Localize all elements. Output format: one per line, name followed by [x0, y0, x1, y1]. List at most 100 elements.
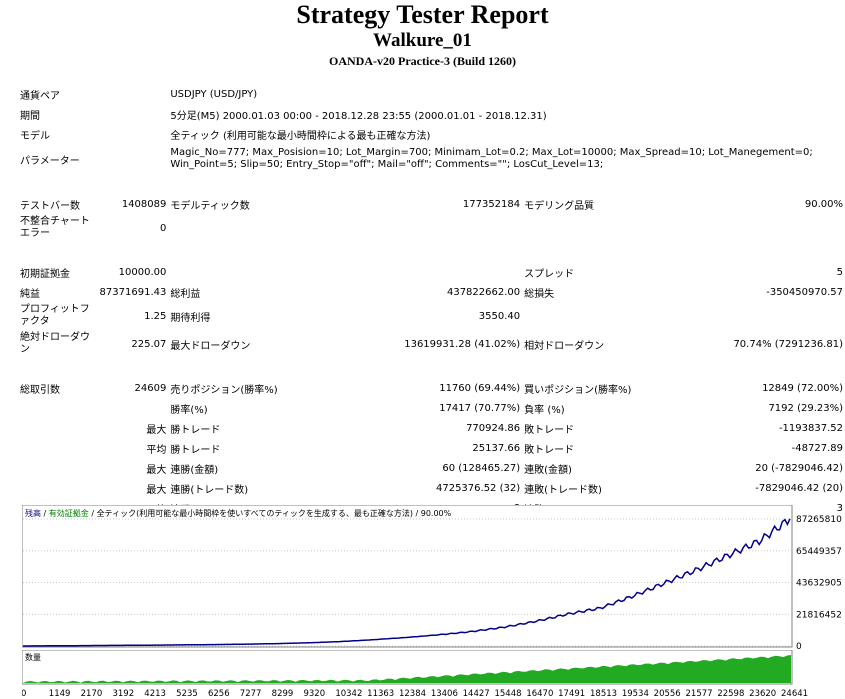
mismatch-row: 不整合チャートエラー 0 — [18, 214, 845, 242]
value: 70.74% (7291236.81) — [733, 338, 843, 350]
label: 最大ドローダウン — [170, 340, 251, 352]
value: 60 (128465.27) — [442, 462, 521, 474]
x-tick-label: 6256 — [208, 689, 230, 699]
label: モデリング品質 — [524, 200, 595, 212]
value: 87371691.43 — [99, 286, 167, 298]
x-tick-label: 22598 — [717, 689, 744, 699]
volume-chart: 数量 0 1149 2170 3192 4213 5235 6256 7277 8299 9320… — [22, 650, 808, 699]
value: 5 — [836, 266, 843, 278]
expert-name: Walkure_01 — [373, 30, 472, 51]
value: 1408089 — [121, 198, 167, 210]
consec-count-row: 最大 連勝(トレード数) 4725376.52 (32) 連敗(トレード数) -… — [18, 478, 845, 498]
x-tick-label: 1149 — [49, 689, 71, 699]
value: 90.00% — [804, 198, 843, 210]
label: 最大 — [146, 464, 167, 476]
label: 期間 — [20, 110, 40, 122]
value: 10000.00 — [118, 266, 167, 278]
pf-row: プロフィットファクタ 1.25 期待利得 3550.40 — [18, 302, 845, 330]
value: 437822662.00 — [446, 286, 521, 298]
x-tick-label: 16470 — [526, 689, 553, 699]
label: 通貨ペア — [20, 90, 60, 102]
x-tick-label: 7277 — [240, 689, 262, 699]
label: テストバー数 — [20, 200, 80, 212]
label: 買いポジション(勝率%) — [524, 384, 632, 396]
label: 敗トレード — [524, 424, 575, 436]
legend-equity: 有効証拠金 — [49, 508, 89, 518]
x-tick-label: 21577 — [686, 689, 713, 699]
label: 総損失 — [524, 288, 555, 300]
label: 総利益 — [170, 288, 201, 300]
value: 3550.40 — [478, 310, 521, 322]
x-tick-label: 5235 — [176, 689, 198, 699]
x-tick-label: 0 — [22, 689, 26, 699]
label: 連勝(金額) — [170, 464, 219, 476]
value: 24609 — [134, 382, 167, 394]
value: 0 — [159, 222, 167, 234]
y-tick-label: 0 — [796, 642, 802, 650]
x-tick-label: 20556 — [654, 689, 681, 699]
server-build: OANDA-v20 Practice-3 (Build 1260) — [329, 54, 516, 68]
largest-row: 最大 勝トレード 770924.86 敗トレード -1193837.52 — [18, 418, 845, 438]
params-line-1: Magic_No=777; Max_Posision=10; Lot_Margi… — [170, 147, 813, 158]
label: 不整合チャートエラー — [20, 216, 90, 239]
value: -350450970.57 — [766, 286, 843, 298]
x-tick-label: 13406 — [431, 689, 458, 699]
y-tick-label: 21816452 — [796, 610, 842, 620]
label: モデル — [20, 130, 50, 142]
label: 連勝(トレード数) — [170, 484, 249, 496]
label: 勝トレード — [170, 444, 221, 456]
chart-legend: 残高 / 有効証拠金 / 全ティック(利用可能な最小時間枠を使いすべてのティック… — [25, 508, 452, 518]
legend-sep: / — [41, 509, 49, 518]
x-tick-label: 23620 — [749, 689, 776, 699]
drawdown-row: 絶対ドローダウン 225.07 最大ドローダウン 13619931.28 (41… — [18, 330, 845, 358]
value: 20 (-7829046.42) — [755, 462, 843, 474]
label: モデルティック数 — [170, 200, 250, 212]
x-tick-label: 14427 — [463, 689, 490, 699]
x-tick-label: 10342 — [335, 689, 362, 699]
volume-label: 数量 — [25, 652, 41, 662]
label: 最大 — [146, 484, 167, 496]
label: 純益 — [20, 288, 40, 300]
value: -1193837.52 — [778, 422, 843, 434]
y-tick-label: 87265810 — [796, 515, 842, 525]
value: 770924.86 — [466, 422, 521, 434]
x-tick-label: 8299 — [272, 689, 294, 699]
value: 7192 (29.23%) — [768, 402, 843, 414]
volume-area — [23, 655, 791, 683]
label: パラメーター — [20, 155, 80, 167]
label: 相対ドローダウン — [524, 340, 605, 352]
label: スプレッド — [524, 268, 575, 280]
x-tick-label: 9320 — [303, 689, 325, 699]
x-axis: 0 1149 2170 3192 4213 5235 6256 7277 8299 9320 103… — [22, 689, 808, 699]
value: Magic_No=777; Max_Posision=10; Lot_Margi… — [168, 144, 845, 174]
label: 初期証拠金 — [20, 268, 70, 280]
x-tick-label: 4213 — [144, 689, 166, 699]
winrate-row: 勝率(%) 17417 (70.77%) 負率 (%) 7192 (29.23%… — [18, 398, 845, 418]
chart-grid — [23, 518, 791, 647]
label: 敗トレード — [524, 444, 575, 456]
x-tick-label: 12384 — [399, 689, 426, 699]
label: 連敗(金額) — [524, 464, 572, 476]
report-title: Strategy Tester Report — [296, 0, 549, 29]
trades-row: 総取引数 24609 売りポジション(勝率%) 11760 (69.44%) 買… — [18, 378, 845, 398]
label: 連敗(トレード数) — [524, 484, 602, 496]
x-tick-label: 3192 — [112, 689, 134, 699]
deposit-row: 初期証拠金 10000.00 スプレッド 5 — [18, 262, 845, 282]
value: 225.07 — [131, 338, 167, 350]
value: 全ティック (利用可能な最小時間枠による最も正確な方法) — [170, 130, 431, 142]
consec-amount-row: 最大 連勝(金額) 60 (128465.27) 連敗(金額) 20 (-782… — [18, 458, 845, 478]
label: 勝率(%) — [170, 404, 208, 416]
balance-chart: 残高 / 有効証拠金 / 全ティック(利用可能な最小時間枠を使いすべてのティック… — [22, 505, 842, 650]
x-tick-label: 17491 — [558, 689, 585, 699]
value: 4725376.52 (32) — [435, 482, 521, 494]
label: プロフィットファクタ — [20, 304, 90, 327]
value: 3 — [836, 502, 843, 514]
symbol-row: 通貨ペア USDJPY (USD/JPY) — [18, 84, 845, 104]
label: 勝トレード — [170, 424, 221, 436]
params-row: パラメーター Magic_No=777; Max_Posision=10; Lo… — [18, 144, 845, 174]
x-tick-label: 24641 — [781, 689, 808, 699]
label: 絶対ドローダウン — [20, 332, 90, 355]
period-row: 期間 5分足(M5) 2000.01.03 00:00 - 2018.12.28… — [18, 104, 845, 124]
net-row: 純益 87371691.43 総利益 437822662.00 総損失 -350… — [18, 282, 845, 302]
legend-sep: / — [89, 509, 97, 518]
